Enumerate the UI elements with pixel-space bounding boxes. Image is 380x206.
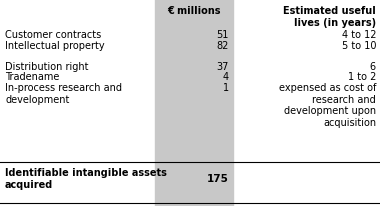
Text: Customer contracts: Customer contracts xyxy=(5,30,101,40)
Text: Intellectual property: Intellectual property xyxy=(5,41,104,51)
Text: 1 to 2: 1 to 2 xyxy=(348,72,376,82)
Text: expensed as cost of
research and
development upon
acquisition: expensed as cost of research and develop… xyxy=(279,83,376,127)
Text: 6: 6 xyxy=(370,62,376,72)
Text: 37: 37 xyxy=(217,62,229,72)
Text: Estimated useful
lives (in years): Estimated useful lives (in years) xyxy=(283,6,376,27)
Bar xyxy=(155,0,233,206)
Text: 1: 1 xyxy=(223,83,229,92)
Text: Identifiable intangible assets
acquired: Identifiable intangible assets acquired xyxy=(5,167,167,189)
Text: € millions: € millions xyxy=(167,6,221,16)
Text: In-process research and
development: In-process research and development xyxy=(5,83,122,104)
Text: 5 to 10: 5 to 10 xyxy=(342,41,376,51)
Text: 4 to 12: 4 to 12 xyxy=(342,30,376,40)
Text: Tradename: Tradename xyxy=(5,72,59,82)
Text: 51: 51 xyxy=(217,30,229,40)
Text: 82: 82 xyxy=(217,41,229,51)
Text: Distribution right: Distribution right xyxy=(5,62,89,72)
Text: 4: 4 xyxy=(223,72,229,82)
Text: 175: 175 xyxy=(207,173,229,183)
